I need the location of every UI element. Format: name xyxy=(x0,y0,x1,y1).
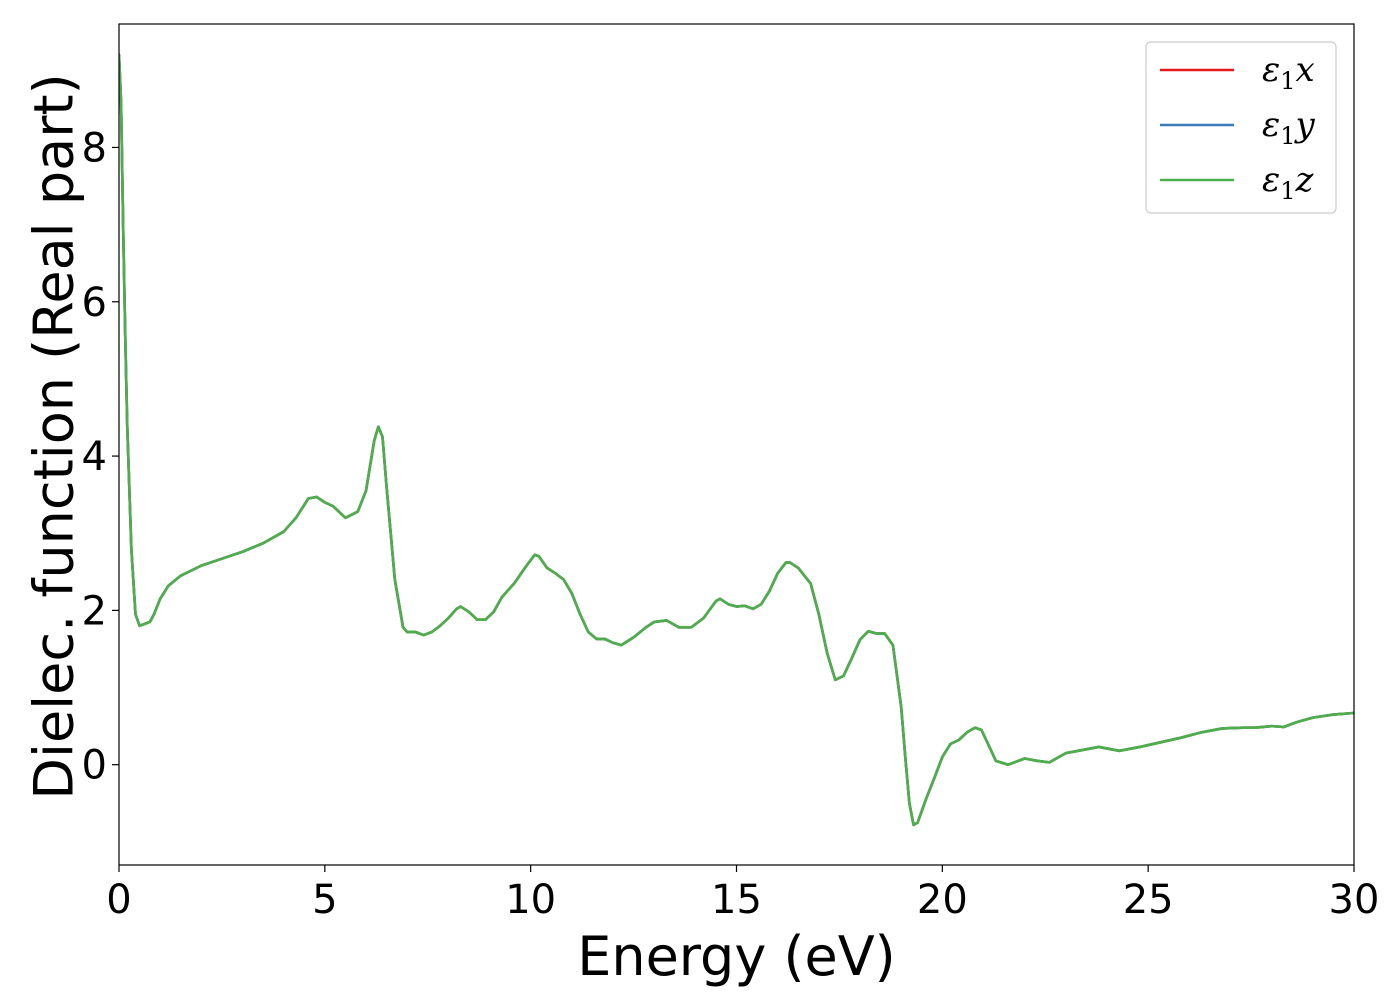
y-tick-label: 6 xyxy=(82,280,107,326)
legend-symbol: ε xyxy=(1262,160,1280,200)
y-tick-label: 0 xyxy=(82,743,107,789)
x-tick-label: 5 xyxy=(312,877,337,923)
x-tick-label: 25 xyxy=(1123,877,1174,923)
x-tick-label: 0 xyxy=(106,877,131,923)
x-axis: 0 5 10 15 20 25 30 xyxy=(106,865,1379,923)
y-tick-label: 4 xyxy=(82,434,107,480)
series-layer xyxy=(119,53,1354,827)
series-line-3 xyxy=(119,53,1354,827)
y-axis-label: Dielec. function (Real part) xyxy=(23,73,86,799)
legend-box xyxy=(1145,41,1337,214)
legend-component: x xyxy=(1296,50,1315,90)
x-tick-label: 15 xyxy=(711,877,762,923)
x-tick-label: 30 xyxy=(1329,877,1380,923)
y-tick-label: 8 xyxy=(82,125,107,171)
legend-subscript: 1 xyxy=(1280,177,1295,205)
legend-symbol: ε xyxy=(1262,105,1280,145)
x-tick-label: 20 xyxy=(917,877,968,923)
legend-label-1: ε1x xyxy=(1262,50,1315,95)
y-tick-label: 2 xyxy=(82,588,107,634)
y-axis: 0 2 4 6 8 xyxy=(82,125,119,789)
legend-component: y xyxy=(1294,105,1316,145)
legend-subscript: 1 xyxy=(1280,122,1295,150)
legend-subscript: 1 xyxy=(1280,67,1295,95)
legend-component: z xyxy=(1295,160,1315,200)
x-axis-label: Energy (eV) xyxy=(577,925,896,988)
legend-label-3: ε1z xyxy=(1262,160,1315,205)
legend-symbol: ε xyxy=(1262,50,1280,90)
legend-label-2: ε1y xyxy=(1262,105,1316,150)
x-tick-label: 10 xyxy=(505,877,556,923)
